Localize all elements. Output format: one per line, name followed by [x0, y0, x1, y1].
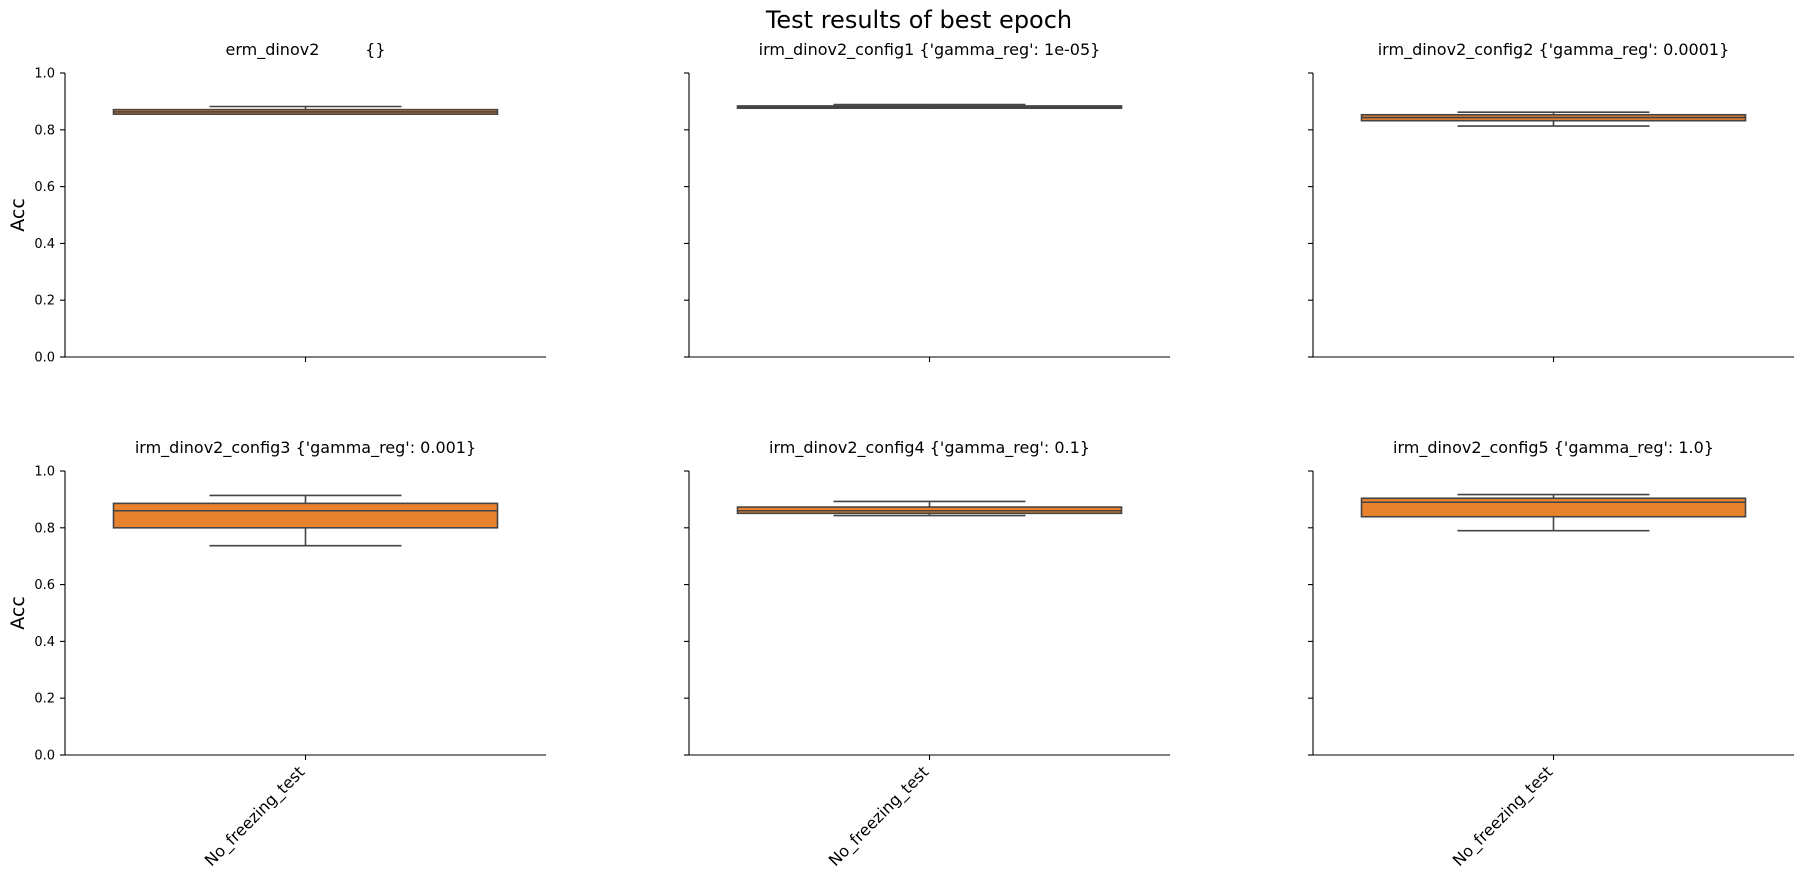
- subplot-title: irm_dinov2_config3 {'gamma_reg': 0.001}: [135, 438, 476, 458]
- subplot-title: irm_dinov2_config1 {'gamma_reg': 1e-05}: [759, 40, 1101, 60]
- subplot-1: erm_dinov2 {} 0.0 0.2 0.4 0.6 0.8 1.0 Acc: [7, 40, 546, 366]
- y-tick-label: 0.4: [34, 635, 55, 650]
- y-tick-label: 1.0: [34, 67, 55, 82]
- y-tick-label: 0.0: [34, 749, 55, 764]
- subplot-title: irm_dinov2_config4 {'gamma_reg': 0.1}: [769, 438, 1090, 458]
- subplot-title: irm_dinov2_config5 {'gamma_reg': 1.0}: [1393, 438, 1714, 458]
- subplot-4: irm_dinov2_config3 {'gamma_reg': 0.001} 0…: [7, 438, 546, 871]
- box-iqr: [112, 502, 499, 529]
- panels-container: erm_dinov2 {}0.00.20.40.60.81.0Accirm_di…: [7, 40, 1794, 871]
- y-tick-label: 0.2: [34, 294, 55, 309]
- subplot-title: irm_dinov2_config2 {'gamma_reg': 0.0001}: [1378, 40, 1730, 60]
- subplot-title: erm_dinov2 {}: [225, 40, 385, 60]
- y-tick-label: 0.8: [34, 123, 55, 138]
- y-axis-label: Acc: [7, 596, 29, 630]
- subplot-6: irm_dinov2_config5 {'gamma_reg': 1.0} No_…: [1308, 438, 1794, 871]
- y-tick-label: 0.4: [34, 237, 55, 252]
- y-tick-label: 0.6: [34, 180, 55, 195]
- y-tick-label: 1.0: [34, 465, 55, 480]
- subplot-3: irm_dinov2_config2 {'gamma_reg': 0.0001}: [1308, 40, 1794, 362]
- box-iqr: [1360, 497, 1747, 518]
- subplot-2: irm_dinov2_config1 {'gamma_reg': 1e-05}: [684, 40, 1170, 362]
- chart-title: Test results of best epoch: [765, 6, 1072, 34]
- y-tick-label: 0.2: [34, 692, 55, 707]
- x-tick-label: No_freezing_test: [1449, 762, 1557, 870]
- subplot-5: irm_dinov2_config4 {'gamma_reg': 0.1} No_…: [684, 438, 1170, 871]
- y-tick-label: 0.0: [34, 351, 55, 366]
- y-tick-label: 0.8: [34, 521, 55, 536]
- y-tick-label: 0.6: [34, 578, 55, 593]
- x-tick-label: No_freezing_test: [825, 762, 933, 870]
- y-axis-label: Acc: [7, 198, 29, 232]
- x-tick-label: No_freezing_test: [201, 762, 309, 870]
